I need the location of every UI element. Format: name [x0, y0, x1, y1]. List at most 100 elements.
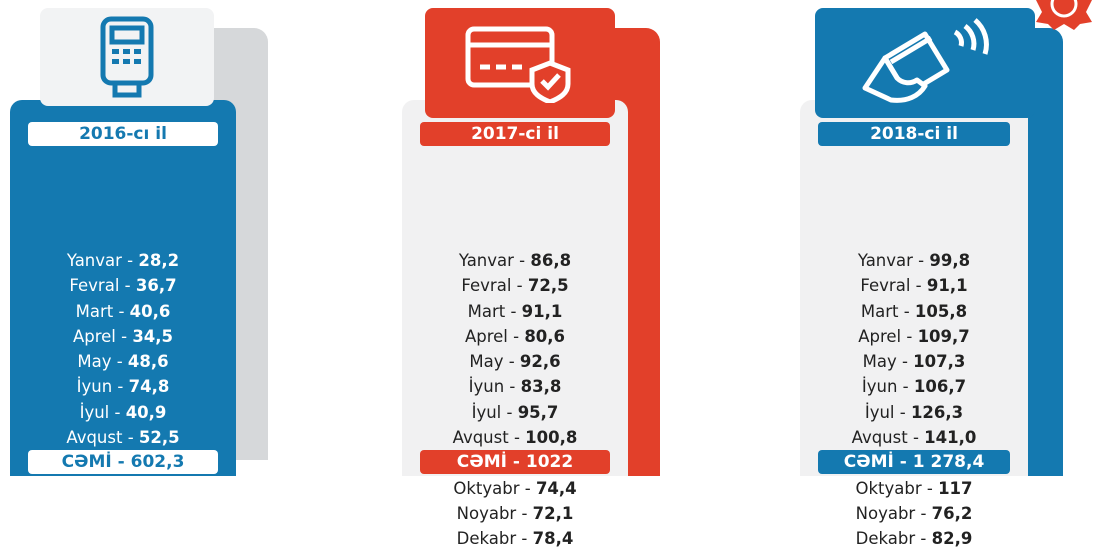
month-label: Fevral - [69, 276, 131, 296]
column-panel: 2017-ci il Yanvar - 86,8 Fevral - 72,5 Mar… [402, 100, 628, 548]
month-label: Oktyabr - [61, 478, 139, 498]
year-label: 2018-ci il [818, 122, 1010, 146]
month-value: 62,3 [140, 503, 182, 523]
month-value: 40,9 [125, 402, 167, 422]
month-label: İyul - [79, 402, 121, 422]
month-label: Yanvar - [66, 251, 134, 270]
month-label: Dekabr - [456, 529, 528, 549]
month-label: Yanvar - [458, 251, 526, 270]
month-value: 126,3 [910, 402, 964, 422]
month-row: May - 107,3 [800, 349, 1028, 374]
month-label: İyun - [76, 377, 124, 397]
month-row: İyul - 95,7 [402, 400, 628, 425]
month-row: Avqust - 52,5 [10, 425, 236, 450]
year-label: 2016-cı il [28, 122, 218, 146]
month-row: Yanvar - 99,8 [800, 248, 1028, 273]
month-row: May - 48,6 [10, 349, 236, 374]
month-value: 99,8 [929, 251, 971, 270]
total-value: 1 278,4 [912, 452, 985, 472]
month-value: 78,4 [532, 529, 574, 549]
month-row: Noyabr - 76,2 [800, 501, 1028, 526]
month-label: İyun - [861, 377, 909, 397]
month-value: 72,5 [527, 276, 569, 296]
month-label: Yanvar - [857, 251, 925, 270]
icon-box [425, 8, 615, 118]
month-row: İyun - 74,8 [10, 374, 236, 399]
total: CƏMİ - 1022 [420, 450, 610, 474]
rows: Yanvar - 86,8 Fevral - 72,5 Mart - 91,1 Apr… [402, 248, 628, 552]
icon-box [815, 8, 1035, 118]
month-label: May - [469, 352, 515, 372]
month-value: 100,8 [525, 428, 578, 448]
month-value: 48,6 [127, 352, 169, 372]
month-value: 141,0 [924, 428, 977, 448]
month-value: 117 [938, 478, 973, 498]
month-label: Oktyabr - [855, 478, 933, 498]
month-value: 86,8 [530, 251, 572, 270]
month-row: Noyabr - 72,1 [402, 501, 628, 526]
month-label: Oktyabr - [453, 478, 531, 498]
month-label: May - [77, 352, 123, 372]
month-row: Mart - 91,1 [402, 299, 628, 324]
month-label: Avqust - [66, 428, 134, 448]
month-row: Dekabr - 82,9 [800, 526, 1028, 551]
column-panel: 2018-ci il Yanvar - 99,8 Fevral - 91,1 Mar… [800, 100, 1028, 548]
month-label: Mart - [860, 301, 910, 321]
month-row: May - 92,6 [402, 349, 628, 374]
month-value: 52,5 [138, 428, 180, 448]
month-row: Dekabr - 78,4 [402, 526, 628, 551]
month-row: Yanvar - 86,8 [402, 248, 628, 273]
month-row: İyun - 83,8 [402, 374, 628, 399]
month-label: Avqust - [851, 428, 919, 448]
month-label: Noyabr - [64, 503, 136, 523]
month-value: 80,6 [524, 326, 566, 346]
month-label: Mart - [467, 301, 517, 321]
month-row: Noyabr - 62,3 [10, 501, 236, 526]
month-value: 107,3 [913, 352, 966, 372]
month-row: Mart - 40,6 [10, 299, 236, 324]
total-label: CƏMİ - [456, 452, 520, 472]
contactless-icon [862, 18, 989, 103]
month-row: İyun - 106,7 [800, 374, 1028, 399]
month-row: İyul - 126,3 [800, 400, 1028, 425]
ribbon-badge [1036, 0, 1092, 30]
month-label: Dekabr - [61, 529, 133, 549]
month-row: Aprel - 80,6 [402, 324, 628, 349]
month-label: Noyabr - [456, 503, 528, 523]
month-value: 76,2 [931, 503, 973, 523]
month-label: Dekabr - [855, 529, 927, 549]
month-value: 95,7 [517, 402, 559, 422]
month-value: 106,7 [913, 377, 967, 397]
month-row: Yanvar - 28,2 [10, 248, 236, 273]
total-value: 602,3 [130, 452, 185, 472]
month-row: Fevral - 36,7 [10, 273, 236, 298]
month-row: Avqust - 141,0 [800, 425, 1028, 450]
month-label: Fevral - [461, 276, 523, 296]
month-label: Fevral - [860, 276, 922, 296]
month-label: Aprel - [72, 326, 128, 346]
month-label: Mart - [75, 301, 125, 321]
month-row: Mart - 105,8 [800, 299, 1028, 324]
total: CƏMİ - 602,3 [28, 450, 218, 474]
month-value: 91,1 [521, 301, 563, 321]
month-row: Dekabr - 73, 9 [10, 526, 236, 551]
month-value: 74,8 [128, 377, 170, 397]
rows: Yanvar - 28,2 Fevral - 36,7 Mart - 40,6 Apr… [10, 248, 236, 552]
month-label: İyul - [864, 402, 906, 422]
year-label: 2017-ci il [420, 122, 610, 146]
total-value: 1022 [525, 452, 574, 472]
month-row: Aprel - 109,7 [800, 324, 1028, 349]
month-label: Noyabr - [855, 503, 927, 523]
month-row: Oktyabr - 117 [800, 476, 1028, 501]
terminal-icon [100, 16, 154, 98]
month-label: Aprel - [464, 326, 520, 346]
month-label: May - [862, 352, 908, 372]
month-value: 92,6 [519, 352, 561, 372]
month-row: Avqust - 100,8 [402, 425, 628, 450]
month-value: 72,1 [532, 503, 574, 523]
card-icon [465, 26, 571, 103]
month-row: Fevral - 91,1 [800, 273, 1028, 298]
month-value: 109,7 [917, 326, 970, 346]
month-value: 28,2 [138, 251, 180, 270]
month-row: Oktyabr - 74,4 [402, 476, 628, 501]
